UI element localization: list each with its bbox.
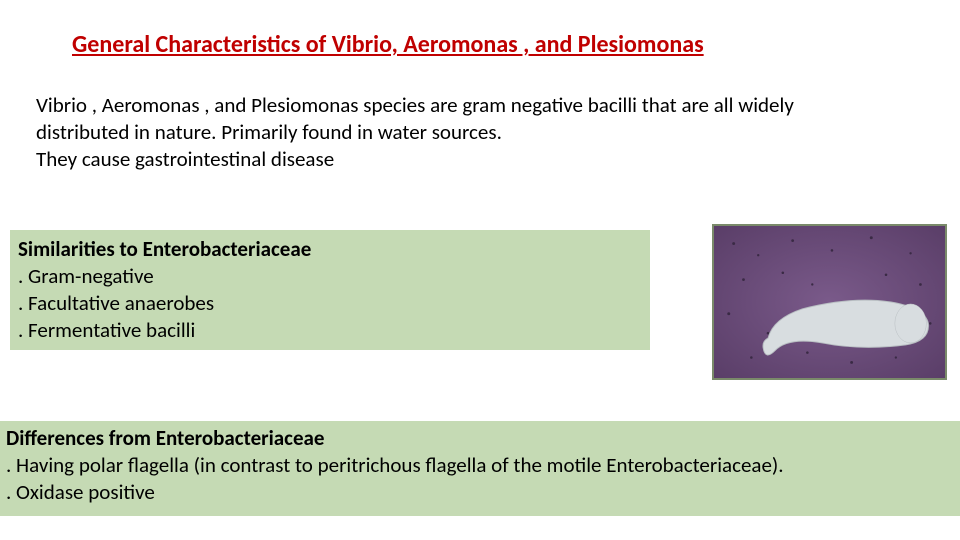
similarities-item: . Facultative anaerobes <box>18 290 642 317</box>
intro-paragraph: Vibrio , Aeromonas , and Plesiomonas spe… <box>36 92 916 173</box>
differences-item: . Oxidase positive <box>6 479 954 506</box>
similarities-heading: Similarities to Enterobacteriaceae <box>18 236 642 263</box>
similarities-box: Similarities to Enterobacteriaceae . Gra… <box>10 230 650 350</box>
slide-title: General Characteristics of Vibrio, Aerom… <box>72 30 704 59</box>
differences-item: . Having polar flagella (in contrast to … <box>6 452 954 479</box>
bacterium-micrograph-image <box>712 224 947 380</box>
similarities-item: . Fermentative bacilli <box>18 317 642 344</box>
differences-heading: Differences from Enterobacteriaceae <box>6 425 954 452</box>
intro-line: distributed in nature. Primarily found i… <box>36 119 916 146</box>
differences-box: Differences from Enterobacteriaceae . Ha… <box>0 421 960 516</box>
intro-line: They cause gastrointestinal disease <box>36 146 916 173</box>
intro-line: Vibrio , Aeromonas , and Plesiomonas spe… <box>36 92 916 119</box>
similarities-item: . Gram-negative <box>18 263 642 290</box>
